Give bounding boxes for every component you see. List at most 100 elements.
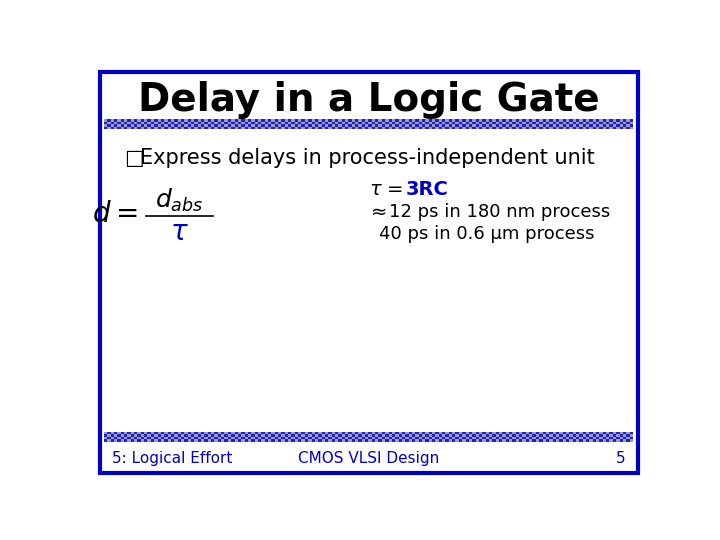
Bar: [161, 437, 164, 440]
Bar: [138, 437, 141, 440]
Bar: [144, 122, 148, 124]
Bar: [221, 119, 225, 122]
Bar: [533, 127, 536, 129]
Bar: [566, 119, 570, 122]
Bar: [596, 119, 600, 122]
Bar: [312, 437, 315, 440]
Bar: [482, 119, 485, 122]
Bar: [284, 440, 288, 442]
Bar: [217, 124, 221, 127]
Bar: [523, 437, 526, 440]
Bar: [168, 119, 171, 122]
Bar: [616, 124, 619, 127]
Bar: [325, 432, 328, 435]
Bar: [610, 119, 613, 122]
Bar: [275, 440, 278, 442]
Bar: [144, 127, 148, 129]
Bar: [405, 440, 409, 442]
Bar: [509, 119, 513, 122]
Bar: [533, 119, 536, 122]
Bar: [526, 119, 529, 122]
Bar: [556, 440, 559, 442]
Bar: [228, 127, 231, 129]
Bar: [188, 440, 191, 442]
Bar: [342, 440, 345, 442]
Bar: [127, 435, 131, 437]
Bar: [549, 437, 552, 440]
Bar: [549, 122, 552, 124]
Bar: [549, 119, 552, 122]
Bar: [489, 127, 492, 129]
Bar: [261, 435, 265, 437]
Bar: [529, 435, 533, 437]
Bar: [348, 437, 351, 440]
Bar: [124, 127, 127, 129]
Bar: [392, 437, 395, 440]
Bar: [261, 127, 265, 129]
Bar: [495, 127, 499, 129]
Bar: [168, 435, 171, 437]
Bar: [174, 435, 178, 437]
Bar: [268, 127, 271, 129]
Bar: [466, 432, 469, 435]
Bar: [355, 435, 359, 437]
Bar: [603, 119, 606, 122]
Bar: [492, 122, 495, 124]
Bar: [516, 122, 519, 124]
Bar: [181, 122, 184, 124]
Bar: [415, 437, 418, 440]
Bar: [308, 440, 312, 442]
Bar: [154, 124, 158, 127]
Bar: [158, 432, 161, 435]
Bar: [228, 440, 231, 442]
Bar: [255, 119, 258, 122]
Bar: [178, 432, 181, 435]
Bar: [204, 127, 208, 129]
Bar: [566, 435, 570, 437]
Bar: [332, 122, 335, 124]
Text: 12 ps in 180 nm process: 12 ps in 180 nm process: [389, 204, 610, 221]
Bar: [466, 435, 469, 437]
Bar: [570, 432, 572, 435]
Bar: [606, 437, 610, 440]
Bar: [245, 124, 248, 127]
Bar: [389, 127, 392, 129]
Bar: [104, 124, 107, 127]
Bar: [580, 432, 582, 435]
Bar: [315, 432, 318, 435]
Bar: [298, 435, 302, 437]
Bar: [562, 435, 566, 437]
Bar: [305, 440, 308, 442]
Bar: [225, 437, 228, 440]
Bar: [495, 124, 499, 127]
Bar: [492, 432, 495, 435]
Bar: [215, 124, 217, 127]
Bar: [503, 440, 505, 442]
Bar: [399, 440, 402, 442]
Bar: [138, 432, 141, 435]
Bar: [389, 437, 392, 440]
Bar: [294, 435, 298, 437]
Bar: [619, 119, 623, 122]
Bar: [198, 127, 201, 129]
Bar: [462, 432, 466, 435]
Bar: [516, 437, 519, 440]
Bar: [221, 437, 225, 440]
Bar: [114, 435, 117, 437]
Bar: [148, 119, 150, 122]
Bar: [325, 440, 328, 442]
Bar: [144, 440, 148, 442]
Bar: [201, 119, 204, 122]
Bar: [335, 432, 338, 435]
Bar: [519, 432, 523, 435]
Bar: [124, 432, 127, 435]
Bar: [402, 122, 405, 124]
Bar: [171, 432, 174, 435]
Bar: [288, 124, 292, 127]
Bar: [412, 119, 415, 122]
Bar: [485, 440, 489, 442]
Bar: [603, 432, 606, 435]
Bar: [248, 435, 251, 437]
Bar: [590, 440, 593, 442]
Bar: [251, 432, 255, 435]
